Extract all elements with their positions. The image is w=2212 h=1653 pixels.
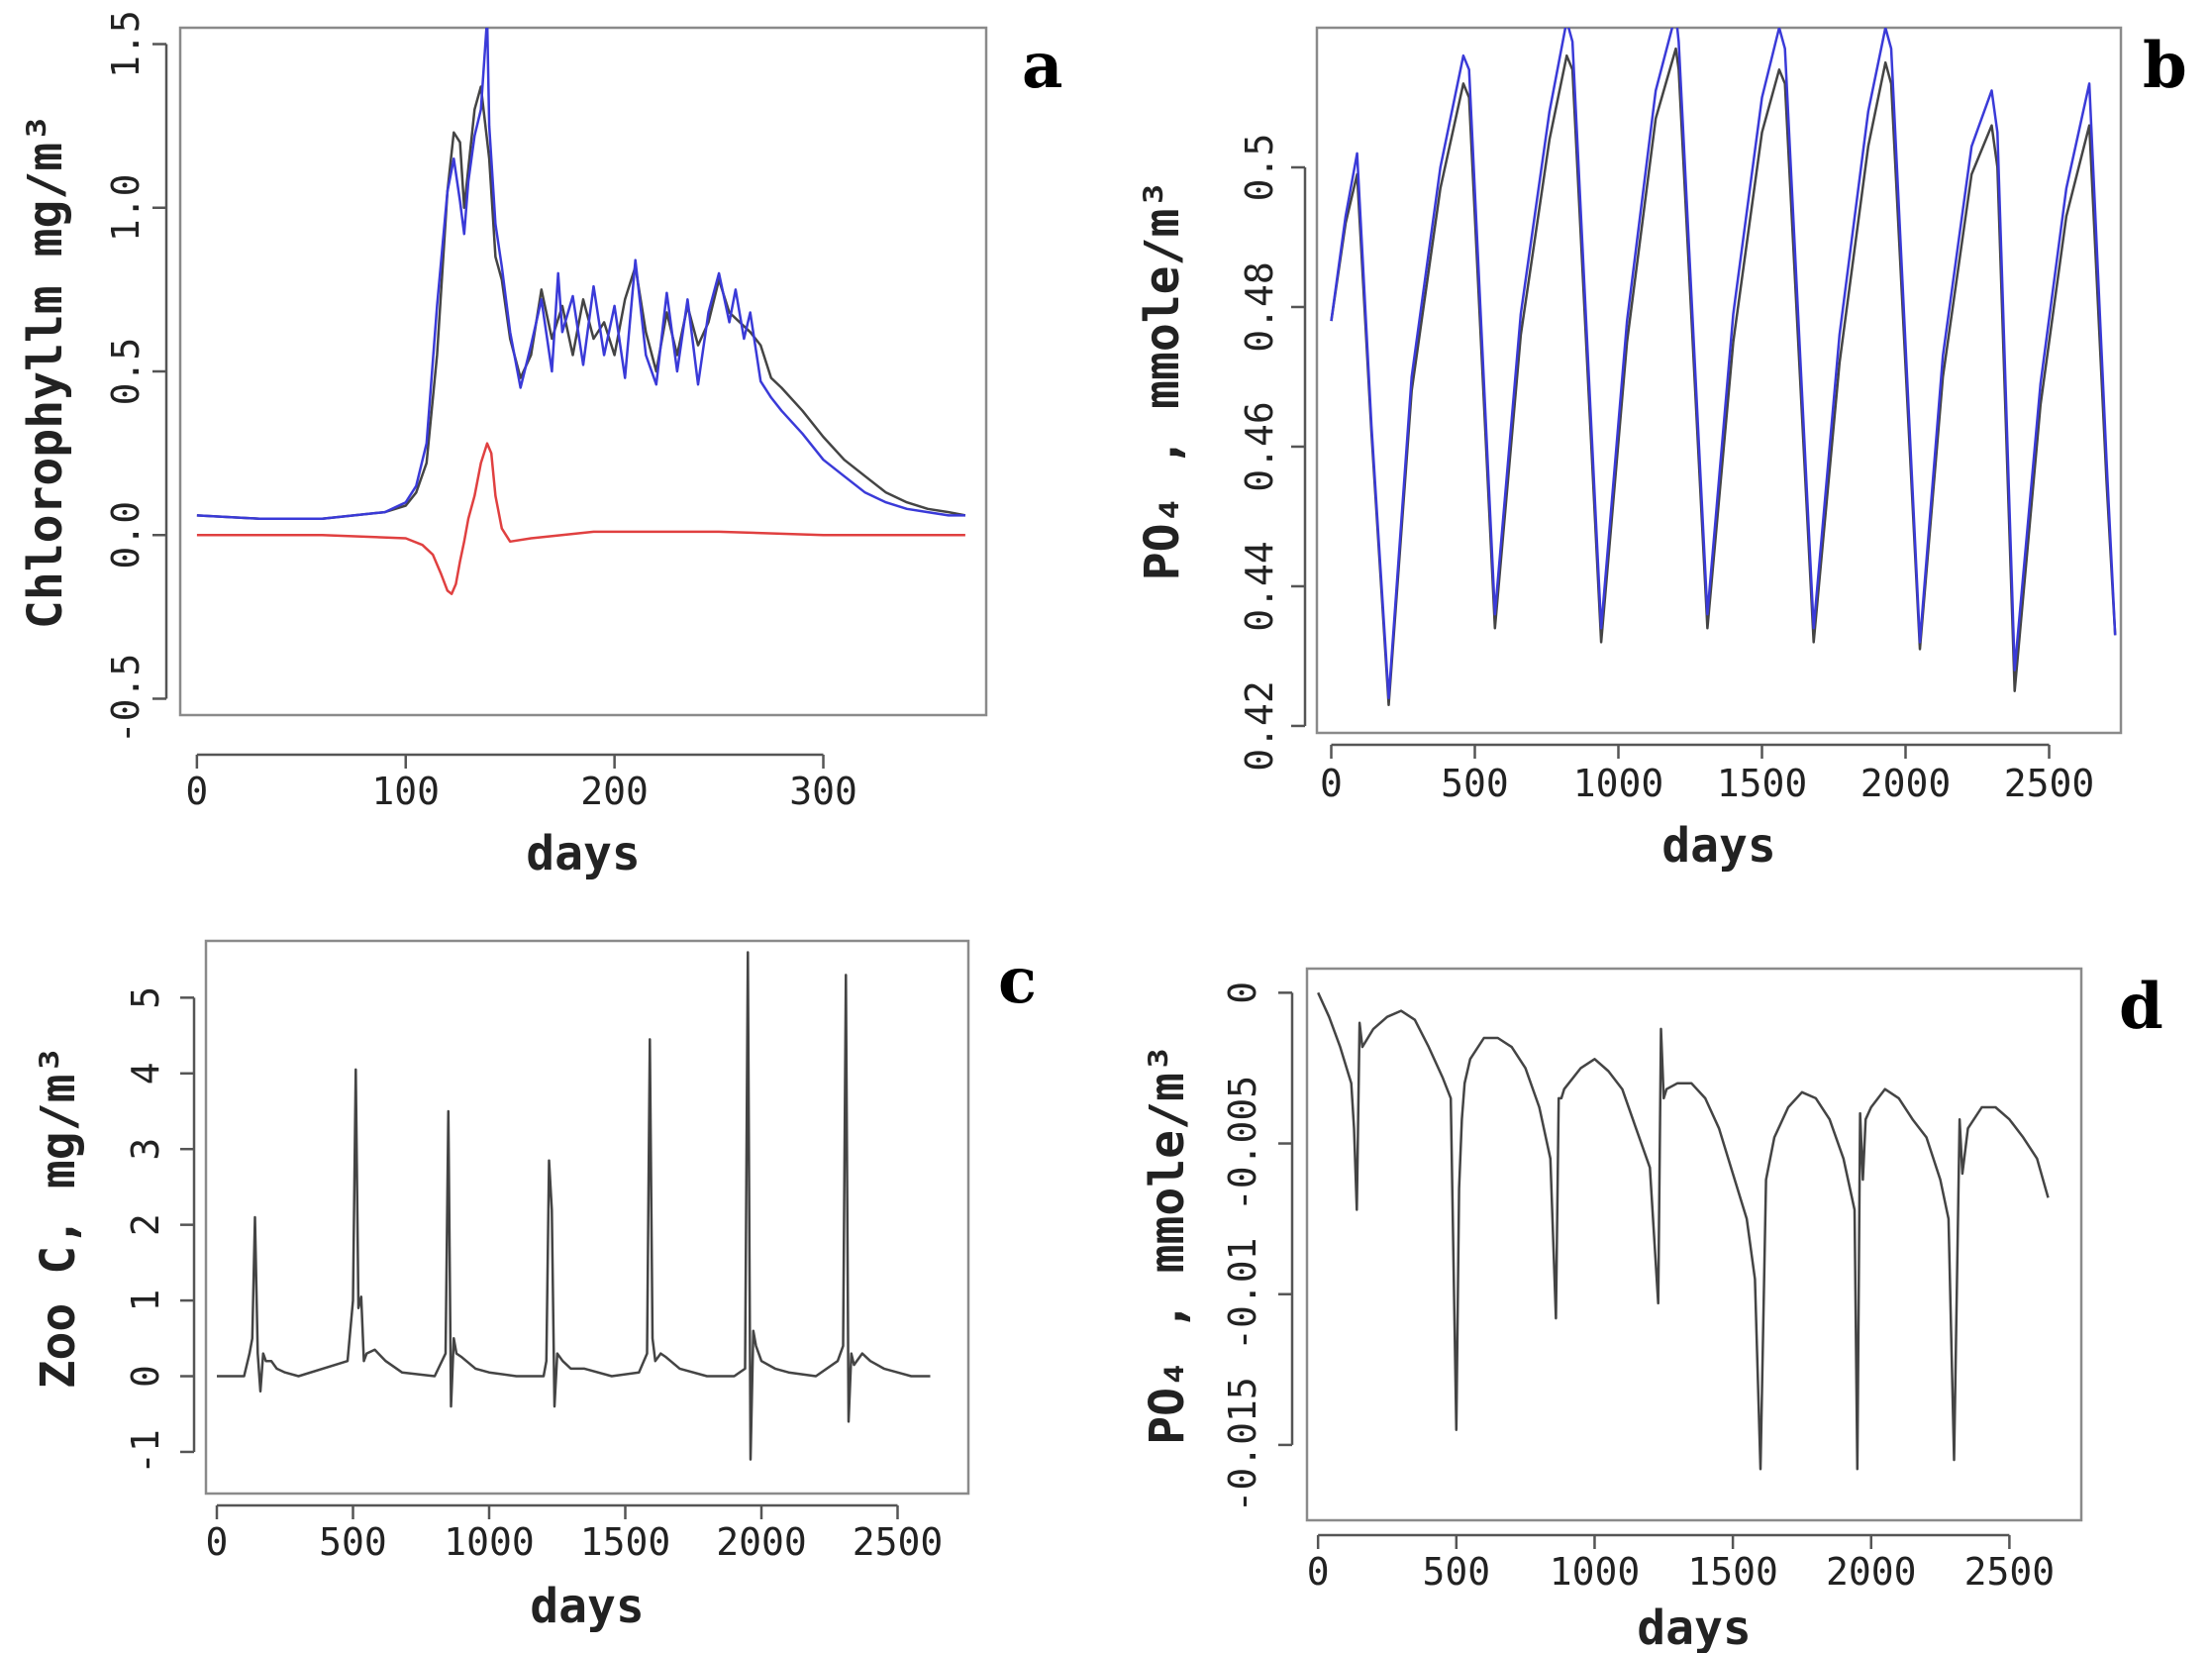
panel-letter-c: c [998,944,1037,1018]
panel-b-x-tick-label: 2000 [1860,762,1952,805]
panel-c-y-tick-label: 4 [124,1062,167,1085]
panel-c-x-tick-label: 1000 [444,1520,535,1564]
panel-a-plot-frame [178,26,988,717]
panel-a-series-black [196,85,966,520]
panel-letter-a: a [1022,29,1062,103]
panel-a-x-tick-label: 300 [789,770,857,813]
panel-letter-b: b [2143,29,2187,103]
panel-a-y-tick-label: 0.0 [104,501,148,569]
panel-a-series-red [196,442,965,595]
panel-d-x-tick-label: 1000 [1550,1550,1641,1594]
panel-d-x-tick-label: 0 [1307,1550,1330,1594]
panel-c-x-tick-label: 500 [319,1520,387,1564]
panel-c-x-axis-title: days [530,1579,645,1634]
panel-a-x-tick-label: 0 [185,770,208,813]
panel-letter-d: d [2119,970,2163,1044]
panel-c-x-tick-label: 1500 [580,1520,671,1564]
panel-c-x-tick-label: 2000 [716,1520,807,1564]
panel-d-x-tick-label: 500 [1422,1550,1490,1594]
panel-a-y-tick-label: 0.5 [104,338,148,406]
panel-c-y-tick-label: 1 [124,1290,167,1312]
panel-d-y-tick-label: -0.005 [1221,1076,1264,1211]
panel-b-y-tick-label: 0.46 [1238,401,1281,492]
panel-c-y-axis-title: Zoo C, mg/m³ [31,1046,86,1390]
panel-b-plot-frame [1315,26,2123,735]
panel-b-x-tick-label: 1000 [1573,762,1664,805]
panel-c-x-tick-label: 0 [206,1520,229,1564]
panel-a-x-tick-label: 100 [371,770,440,813]
panel-b-x-tick-label: 500 [1441,762,1509,805]
panel-a-y-tick-label: 1.0 [104,173,148,242]
panel-a-x-axis-title: days [526,826,641,881]
panel-a-chlorophyll-chart: 0 100 200 300 -0.5 0.0 0.5 1.0 1.5 days Chlorophyl… [18,10,988,881]
panel-c-plot-frame [204,939,970,1496]
panel-b-y-tick-label: 0.5 [1238,134,1281,202]
panel-b-x-axis-title: days [1661,818,1776,874]
panel-b-x-tick-label: 0 [1320,762,1343,805]
panel-c-series-black [217,951,931,1461]
panel-a-x-tick-label: 200 [580,770,649,813]
panel-c-zooc-chart: 0 500 1000 1500 2000 2500 -1 0 1 2 3 4 5 days Zoo C, m… [31,939,970,1634]
panel-c-y-tick-label: 2 [124,1213,167,1236]
panel-c-y-tick-label: 0 [124,1365,167,1388]
panel-d-x-tick-label: 1500 [1687,1550,1778,1594]
panel-d-po4-difference-chart: 0 500 1000 1500 2000 2500 -0.015 -0.01 -0.005 0 da… [1140,967,2083,1653]
panel-c-y-tick-label: 5 [124,986,167,1009]
panel-b-series-blue [1330,28,2117,700]
panel-b-x-tick-label: 1500 [1717,762,1808,805]
panel-d-y-tick-label: -0.015 [1221,1377,1264,1512]
panel-b-po4-chart: 0 500 1000 1500 2000 2500 0.42 0.44 0.46 0.48 0.5 d… [1135,26,2123,874]
panel-a-y-tick-label: 1.5 [104,10,148,78]
panel-d-x-axis-title: days [1637,1601,1752,1653]
panel-c-y-tick-label: -1 [124,1429,167,1475]
panel-b-series-black [1330,47,2117,707]
panel-d-x-tick-label: 2000 [1826,1550,1917,1594]
panel-c-y-tick-label: 3 [124,1138,167,1161]
panel-d-y-tick-label: 0 [1221,981,1264,1004]
panel-b-y-tick-label: 0.44 [1238,541,1281,632]
panel-d-y-axis-title: PO₄ , mmole/m³ [1140,1044,1195,1445]
panel-b-x-tick-label: 2500 [2004,762,2095,805]
panel-b-y-tick-label: 0.48 [1238,261,1281,353]
panel-a-y-tick-label: -0.5 [104,654,148,745]
panel-a-y-axis-title: Chlorophyllm mg/m³ [18,114,73,629]
panel-d-y-tick-label: -0.01 [1221,1238,1264,1351]
panel-b-y-axis-title: PO₄ , mmole/m³ [1135,180,1190,581]
panel-b-y-tick-label: 0.42 [1238,680,1281,772]
panel-c-x-tick-label: 2500 [853,1520,944,1564]
panel-d-series-black [1317,991,2050,1471]
panel-d-x-tick-label: 2500 [1964,1550,2056,1594]
panel-d-plot-frame [1305,967,2083,1522]
panel-a-series-blue [196,28,965,520]
